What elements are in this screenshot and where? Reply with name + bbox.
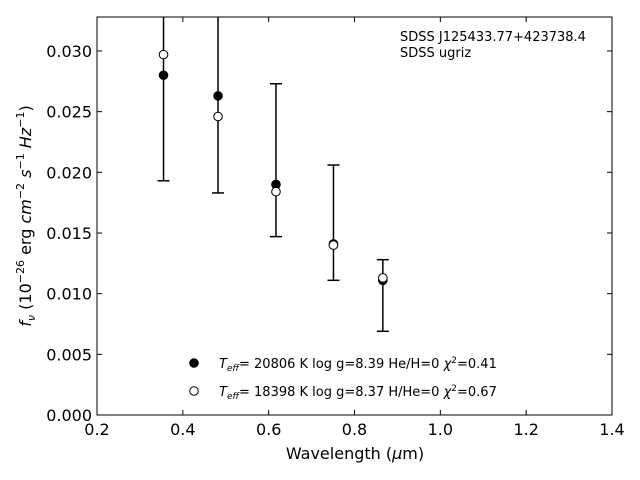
y-tick-label: 0.020 <box>46 163 92 182</box>
x-tick-label: 1.4 <box>599 420 624 439</box>
legend-marker-open <box>189 386 199 396</box>
data-point-open <box>271 186 281 197</box>
annotation-filters: SDSS ugriz <box>400 46 471 61</box>
x-axis-label: Wavelength (μm) <box>286 444 424 463</box>
data-point-filled <box>213 91 223 101</box>
y-tick-label: 0.005 <box>46 345 92 364</box>
data-point-filled <box>158 70 169 81</box>
x-tick-label: 0.6 <box>256 420 281 439</box>
x-tick-label: 1.2 <box>513 420 538 439</box>
y-tick-label: 0.030 <box>46 42 92 61</box>
legend-entry-1: Teff= 20806 K log g=8.39 He/H=0 χ2=0.41 <box>219 356 497 374</box>
data-point-open <box>213 111 223 122</box>
annotation-object-name: SDSS J125433.77+423738.4 <box>400 30 586 45</box>
y-axis-label: fν (10−26 erg cm−2 s−1 Hz−1) <box>14 105 38 326</box>
legend-entry-2: Teff= 18398 K log g=8.37 H/He=0 χ2=0.67 <box>219 384 497 402</box>
y-tick-label: 0.015 <box>46 224 92 243</box>
x-tick-label: 0.8 <box>342 420 367 439</box>
data-point-open <box>328 240 339 250</box>
x-tick-label: 0.4 <box>170 420 195 439</box>
y-tick-label: 0.000 <box>46 406 92 425</box>
data-point-open <box>378 273 388 283</box>
y-tick-label: 0.010 <box>46 285 92 304</box>
legend: Teff= 20806 K log g=8.39 He/H=0 χ2=0.41 … <box>189 356 497 402</box>
legend-marker-filled <box>189 358 199 368</box>
x-tick-label: 0.2 <box>84 420 109 439</box>
plot-frame <box>96 16 613 416</box>
x-tick-label: 1.0 <box>428 420 453 439</box>
svg-text:fν (10−26 erg cm−2 s−1 Hz−1): fν (10−26 erg cm−2 s−1 Hz−1) <box>14 105 38 326</box>
y-tick-label: 0.025 <box>46 103 92 122</box>
data-point-open <box>158 49 169 60</box>
